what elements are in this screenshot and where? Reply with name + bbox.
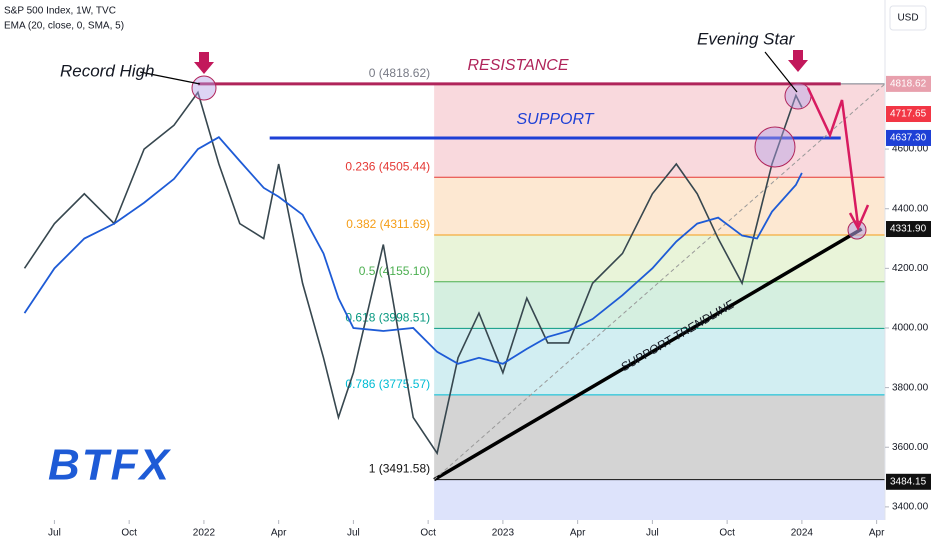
- x-tick-label: Oct: [420, 528, 436, 539]
- fib-zone: [434, 235, 885, 282]
- plot-background: 0 (4818.62) 0.236 (4505.44) 0.382 (4311.69…: [345, 66, 885, 520]
- highlight-circle: [784, 82, 812, 110]
- x-tick-label: Apr: [570, 528, 586, 539]
- currency-box[interactable]: [889, 5, 927, 31]
- x-tick-label: Jul: [646, 528, 659, 539]
- price-tag: [886, 106, 931, 123]
- x-tick-label: Jul: [48, 528, 61, 539]
- resistance-label: RESISTANCE: [467, 57, 568, 74]
- fib-label: 0.382 (4311.69): [346, 217, 430, 231]
- y-tick-label: 3400.00: [892, 502, 929, 513]
- fib-label: 0 (4818.62): [369, 66, 430, 80]
- indicator-label: EMA (20, close, 0, SMA, 5): [4, 21, 124, 32]
- price-tag: [886, 473, 931, 490]
- price-tag: [886, 221, 931, 238]
- y-tick-label: 4600.00: [892, 144, 929, 155]
- down-arrow: [194, 52, 214, 74]
- arrow-head: [848, 204, 870, 231]
- highlight-circle: [754, 126, 796, 168]
- y-tick-label: 4000.00: [892, 323, 929, 334]
- price-tag-label: 4331.90: [890, 224, 927, 235]
- price-tag-label: 4637.30: [890, 133, 927, 144]
- x-tick-label: Oct: [719, 528, 735, 539]
- price-tag: [886, 129, 931, 146]
- down-arrow: [788, 50, 808, 72]
- x-tick-label: 2024: [791, 528, 814, 539]
- series-line: [23, 90, 803, 456]
- pointer: [764, 51, 798, 93]
- y-tick-label: 4200.00: [892, 263, 929, 274]
- x-tick-label: Jul: [347, 528, 360, 539]
- series-line: [23, 136, 803, 365]
- support-label: SUPPORT: [516, 111, 594, 128]
- fib-label: 0.236 (4505.44): [345, 159, 430, 173]
- y-tick-label: 3600.00: [892, 442, 929, 453]
- price-tag-label: 3484.15: [890, 476, 927, 487]
- fib-zone: [434, 328, 885, 395]
- fib-label: 0.618 (3998.51): [345, 311, 430, 325]
- watermark: BTFX: [48, 441, 172, 490]
- fib-zone: [434, 177, 885, 236]
- price-tag: [886, 75, 931, 92]
- x-tick-label: 2023: [492, 528, 515, 539]
- trendline: [433, 227, 863, 482]
- highlight-circle: [191, 75, 217, 101]
- x-tick-label: Apr: [869, 528, 885, 539]
- axes: 3400.00 3600.00 3800.00 4000.00 4200.00 4400.…: [48, 75, 931, 539]
- fib-label: 0.5 (4155.10): [359, 264, 430, 278]
- fib-zone: [434, 479, 885, 520]
- fib-zone: [434, 83, 885, 178]
- fib-label: 1 (3491.58): [369, 462, 430, 476]
- y-tick-label: 3800.00: [892, 382, 929, 393]
- price-tag-label: 4717.65: [890, 109, 927, 120]
- annotation: Evening Star: [697, 29, 796, 48]
- y-tick-label: 4400.00: [892, 203, 929, 214]
- pointer: [139, 71, 201, 85]
- x-tick-label: Oct: [121, 528, 137, 539]
- fib-zone: [434, 394, 885, 480]
- x-tick-label: Apr: [271, 528, 287, 539]
- currency: USD: [897, 13, 918, 24]
- fib-label: 0.786 (3775.57): [345, 377, 430, 391]
- forecast-arrow: [806, 87, 860, 226]
- chart-title: S&P 500 Index, 1W, TVC: [4, 6, 116, 17]
- diagonal: [433, 83, 886, 480]
- x-tick-label: 2022: [193, 528, 216, 539]
- annotation: Record High: [60, 61, 155, 80]
- price-tag-label: 4818.62: [890, 79, 927, 90]
- fib-zone: [434, 281, 885, 329]
